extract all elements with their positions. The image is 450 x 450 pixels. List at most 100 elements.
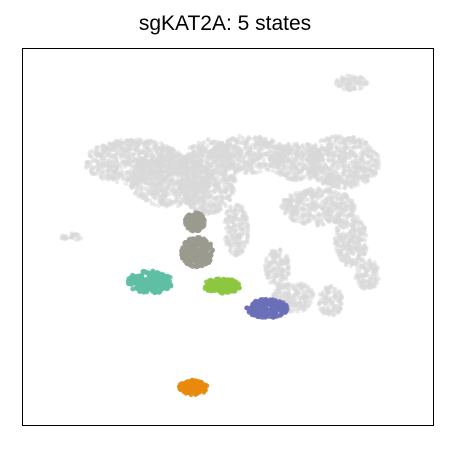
background-point [159, 187, 164, 193]
background-point [164, 159, 169, 164]
background-point [193, 162, 198, 167]
background-point [271, 257, 276, 262]
background-point [300, 282, 305, 287]
background-point [334, 191, 339, 196]
background-point [359, 75, 364, 80]
background-point [222, 237, 228, 242]
background-point [257, 134, 262, 140]
background-point [275, 286, 281, 292]
background-point [373, 171, 379, 176]
background-point [145, 146, 150, 151]
background-point [291, 158, 297, 164]
background-point [163, 190, 168, 195]
background-point [100, 169, 105, 174]
background-point [317, 163, 322, 168]
background-point [165, 184, 170, 189]
background-point [124, 173, 129, 178]
background-point [131, 158, 136, 164]
background-point [251, 159, 256, 165]
background-point [347, 79, 352, 84]
background-point [337, 153, 342, 159]
background-point [183, 194, 188, 200]
background-point [173, 189, 178, 194]
background-point [374, 271, 379, 277]
background-point [346, 87, 351, 93]
background-point [303, 212, 308, 217]
background-point [341, 242, 346, 247]
background-point [361, 244, 367, 249]
background-point [274, 163, 280, 168]
background-point [372, 260, 377, 265]
background-point [352, 80, 357, 85]
background-point [351, 231, 357, 236]
background-point [348, 263, 354, 269]
background-point [119, 159, 125, 165]
background-point [316, 195, 322, 200]
background-point [256, 161, 262, 167]
background-point [183, 160, 188, 165]
background-point [252, 141, 258, 147]
background-point [204, 179, 209, 184]
background-point [167, 146, 172, 151]
background-point [229, 158, 234, 163]
background-point [262, 162, 268, 168]
background-point [338, 306, 343, 311]
background-point [315, 190, 321, 195]
background-point [296, 215, 302, 221]
background-point [285, 265, 291, 270]
background-point [248, 163, 253, 168]
background-point [325, 178, 330, 183]
background-point [326, 297, 332, 302]
background-point [337, 140, 342, 145]
background-point [216, 166, 222, 171]
background-point [314, 154, 319, 159]
background-point [326, 152, 331, 157]
background-point [91, 165, 96, 170]
background-point [355, 215, 360, 220]
background-point [243, 145, 248, 150]
background-point [292, 287, 297, 292]
background-point [190, 202, 195, 207]
background-point [352, 159, 358, 164]
background-point [227, 143, 233, 148]
background-point [251, 136, 256, 141]
background-point [288, 300, 294, 305]
background-point [137, 174, 142, 179]
background-point [292, 306, 297, 311]
background-point [224, 180, 230, 185]
background-point [186, 165, 191, 170]
background-point [160, 155, 165, 160]
background-point [329, 180, 334, 186]
background-point [366, 163, 372, 168]
background-point [123, 181, 129, 186]
plot-frame [22, 48, 434, 426]
background-point [307, 154, 312, 159]
background-point [146, 190, 151, 195]
background-point [118, 148, 123, 153]
background-point [291, 172, 297, 177]
background-point [238, 139, 243, 145]
background-point [329, 301, 334, 306]
background-point [191, 174, 196, 179]
background-point [364, 81, 369, 86]
background-point [361, 233, 367, 238]
background-point [323, 286, 328, 291]
background-point [131, 173, 136, 178]
background-point [271, 144, 276, 150]
background-point [347, 73, 352, 79]
background-point [290, 212, 296, 217]
background-point [307, 175, 312, 180]
background-point [336, 206, 341, 211]
background-point [105, 161, 110, 166]
background-point [236, 202, 241, 208]
background-point [225, 209, 230, 214]
background-point [114, 154, 119, 159]
background-point [339, 158, 344, 164]
background-point [297, 196, 302, 201]
background-point [137, 169, 143, 174]
background-point [277, 247, 282, 253]
background-point [227, 218, 233, 223]
background-point [204, 166, 210, 171]
background-point [319, 137, 325, 143]
background-point [185, 169, 190, 175]
